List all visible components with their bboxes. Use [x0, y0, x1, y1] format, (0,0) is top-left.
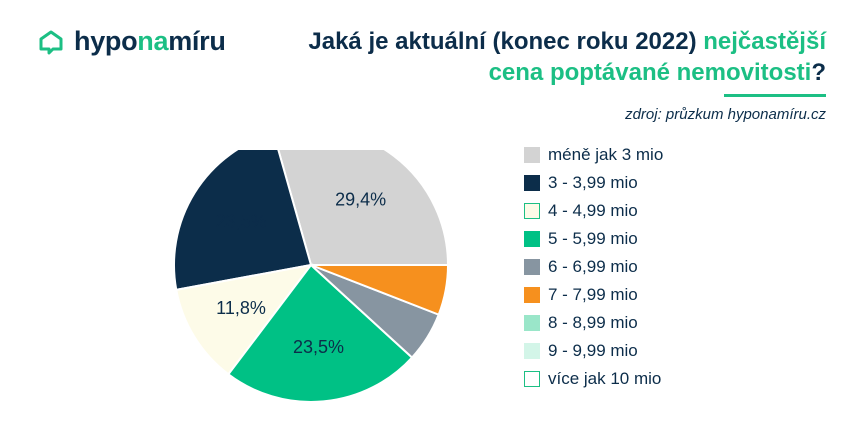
legend-swatch-0 — [524, 147, 540, 163]
legend-item-7: 9 - 9,99 mio — [524, 337, 663, 365]
brand-name: hyponamíru — [74, 26, 226, 57]
legend-swatch-3 — [524, 231, 540, 247]
house-chat-icon — [39, 30, 63, 54]
pie-slice-label-0: 29,4% — [335, 189, 386, 209]
legend-label-2: 4 - 4,99 mio — [548, 201, 638, 220]
title-underline — [724, 94, 826, 97]
legend-swatch-5 — [524, 287, 540, 303]
legend-item-2: 4 - 4,99 mio — [524, 197, 663, 225]
legend-item-8: více jak 10 mio — [524, 365, 663, 393]
legend-label-7: 9 - 9,99 mio — [548, 341, 638, 360]
title-green-1: nejčastější — [703, 28, 826, 55]
source-note: zdroj: průzkum hyponamíru.cz — [625, 106, 826, 123]
legend-item-6: 8 - 8,99 mio — [524, 309, 663, 337]
pie-slice-label-2: 11,8% — [216, 298, 266, 318]
legend-item-4: 6 - 6,99 mio — [524, 253, 663, 281]
pie-slice-1 — [173, 150, 313, 291]
title-green-2: cena poptávané nemovitosti — [488, 59, 812, 86]
pie-slice-label-3: 23,5% — [293, 337, 344, 357]
pie-slice-5 — [310, 264, 450, 316]
legend-item-0: méně jak 3 mio — [524, 141, 663, 169]
legend-swatch-1 — [524, 175, 540, 191]
pie-slice-label-1: 23,5% — [216, 212, 267, 232]
pie-slice-3 — [226, 263, 414, 403]
legend-label-0: méně jak 3 mio — [548, 145, 664, 164]
brand-part-2: na — [137, 26, 169, 56]
title-dark-1: Jaká je aktuální (konec roku 2022) — [308, 28, 704, 55]
brand-part-1: hypo — [74, 26, 138, 56]
legend-swatch-6 — [524, 315, 540, 331]
legend-label-3: 5 - 5,99 mio — [548, 229, 638, 248]
legend-label-8: více jak 10 mio — [548, 369, 662, 388]
brand-logo[interactable]: hyponamíru — [38, 26, 226, 57]
chart-title: Jaká je aktuální (konec roku 2022) nejča… — [308, 26, 826, 88]
title-line-2: cena poptávané nemovitosti? — [308, 57, 826, 88]
brand-part-3: míru — [168, 26, 226, 56]
legend-swatch-8 — [524, 371, 540, 387]
pie-slice-0 — [277, 150, 450, 266]
legend-item-5: 7 - 7,99 mio — [524, 281, 663, 309]
legend-label-5: 7 - 7,99 mio — [548, 285, 638, 304]
legend-swatch-4 — [524, 259, 540, 275]
legend-swatch-7 — [524, 343, 540, 359]
title-line-1: Jaká je aktuální (konec roku 2022) nejča… — [308, 26, 826, 57]
chart-legend: méně jak 3 mio 3 - 3,99 mio 4 - 4,99 mio 5 … — [524, 141, 663, 393]
pie-slice-2 — [175, 263, 314, 376]
legend-swatch-2 — [524, 203, 540, 219]
legend-label-4: 6 - 6,99 mio — [548, 257, 638, 276]
legend-label-6: 8 - 8,99 mio — [548, 313, 638, 332]
title-dark-2: ? — [811, 59, 826, 86]
legend-item-3: 5 - 5,99 mio — [524, 225, 663, 253]
legend-item-1: 3 - 3,99 mio — [524, 169, 663, 197]
legend-label-1: 3 - 3,99 mio — [548, 173, 638, 192]
pie-chart: 29,4% 23,5% 11,8% 23,5% — [173, 150, 450, 403]
